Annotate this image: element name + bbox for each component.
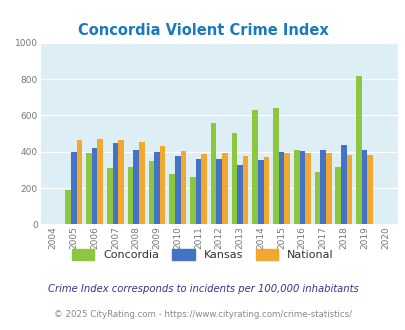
Bar: [257, 160, 263, 224]
Bar: [293, 150, 299, 224]
Bar: [278, 152, 284, 224]
Bar: [169, 175, 175, 224]
Bar: [133, 150, 139, 224]
Bar: [148, 161, 154, 224]
Bar: [325, 153, 331, 224]
Bar: [107, 168, 112, 224]
Bar: [65, 190, 71, 224]
Bar: [361, 150, 367, 224]
Bar: [97, 139, 103, 224]
Bar: [154, 152, 159, 224]
Bar: [299, 151, 305, 224]
Bar: [263, 157, 269, 224]
Bar: [175, 156, 180, 224]
Bar: [180, 151, 185, 224]
Bar: [273, 108, 278, 224]
Bar: [335, 167, 340, 224]
Bar: [86, 153, 92, 224]
Bar: [252, 110, 257, 224]
Bar: [201, 154, 207, 224]
Bar: [190, 177, 195, 224]
Bar: [71, 152, 77, 224]
Bar: [314, 172, 320, 224]
Bar: [210, 123, 216, 224]
Text: Concordia Violent Crime Index: Concordia Violent Crime Index: [77, 23, 328, 38]
Bar: [139, 142, 144, 224]
Bar: [216, 159, 222, 224]
Bar: [195, 159, 201, 224]
Bar: [159, 147, 165, 224]
Bar: [242, 156, 248, 224]
Bar: [128, 167, 133, 224]
Bar: [222, 153, 227, 224]
Text: Crime Index corresponds to incidents per 100,000 inhabitants: Crime Index corresponds to incidents per…: [47, 284, 358, 294]
Bar: [305, 153, 310, 224]
Bar: [346, 155, 352, 224]
Bar: [320, 150, 325, 224]
Bar: [112, 143, 118, 224]
Text: © 2025 CityRating.com - https://www.cityrating.com/crime-statistics/: © 2025 CityRating.com - https://www.city…: [54, 311, 351, 319]
Bar: [77, 140, 82, 224]
Bar: [92, 148, 97, 224]
Bar: [237, 164, 242, 224]
Bar: [231, 133, 237, 224]
Bar: [367, 155, 372, 224]
Legend: Concordia, Kansas, National: Concordia, Kansas, National: [72, 249, 333, 260]
Bar: [284, 153, 289, 224]
Bar: [118, 140, 124, 224]
Bar: [355, 77, 361, 224]
Bar: [340, 145, 346, 224]
